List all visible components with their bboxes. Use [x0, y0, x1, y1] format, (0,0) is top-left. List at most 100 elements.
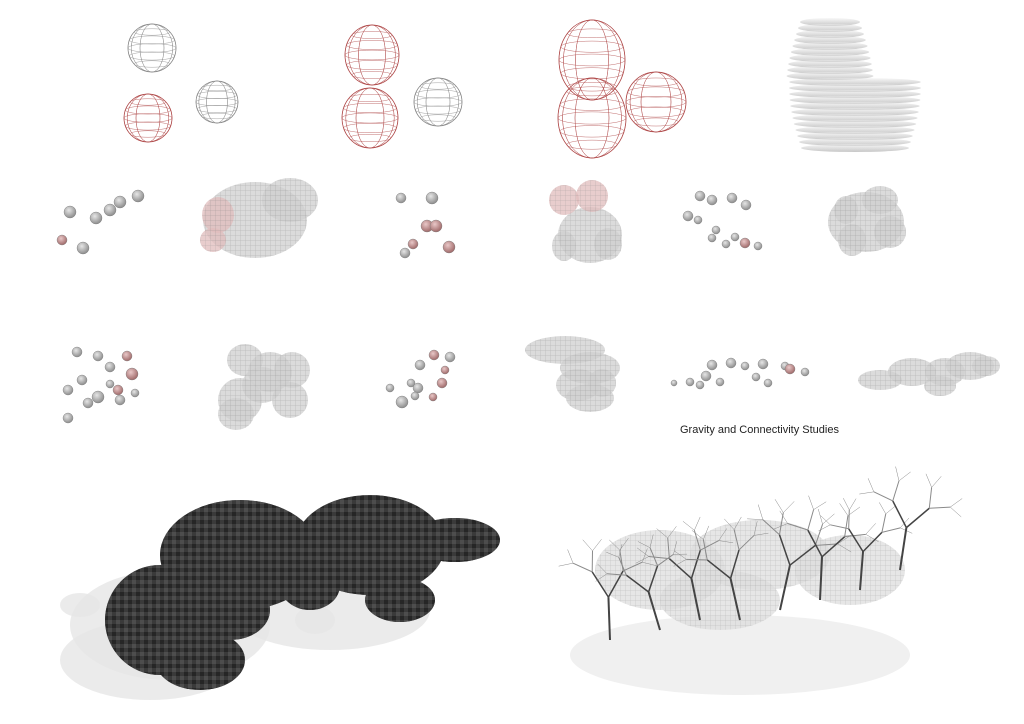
- contour-slice: [789, 90, 921, 98]
- branch-segment: [706, 559, 732, 580]
- point-sphere: [726, 192, 738, 204]
- branch-segment: [819, 556, 824, 601]
- blob-study-1: [200, 178, 318, 258]
- branch-segment: [647, 565, 659, 593]
- branch-segment: [929, 506, 951, 509]
- branch-segment: [867, 478, 875, 492]
- point-sphere: [706, 359, 718, 371]
- point-sphere: [757, 358, 769, 370]
- branch-segment: [905, 507, 930, 529]
- point-sphere: [694, 190, 706, 202]
- branch-segment: [950, 498, 963, 508]
- point-sphere: [763, 378, 773, 388]
- branch-segment: [649, 534, 654, 548]
- wire-sphere: [127, 23, 177, 73]
- blob-study-6: [858, 352, 1000, 396]
- branch-segment: [822, 513, 835, 525]
- branching-structure-render: [558, 466, 963, 695]
- point-sphere: [700, 370, 712, 382]
- contour-slice: [789, 84, 921, 92]
- branch-segment: [862, 531, 883, 553]
- sliced-contour-blob: [786, 18, 921, 152]
- point-sphere: [91, 390, 105, 404]
- branch-segment: [636, 547, 649, 557]
- branch-segment: [724, 518, 735, 530]
- scatter-study-5: [385, 349, 456, 409]
- branch-segment: [690, 549, 702, 579]
- branch-segment: [928, 487, 933, 509]
- branch-segment: [747, 518, 763, 520]
- point-sphere: [121, 350, 133, 362]
- wire-sphere: [625, 71, 687, 133]
- branch-segment: [779, 510, 788, 524]
- branch-segment: [892, 480, 900, 502]
- point-sphere: [784, 363, 796, 375]
- contour-slice: [786, 72, 874, 80]
- point-sphere: [739, 237, 751, 249]
- branch-segment: [820, 515, 831, 525]
- branch-segment: [898, 471, 911, 482]
- point-sphere: [751, 372, 761, 382]
- branch-segment: [859, 491, 874, 495]
- branch-segment: [844, 515, 849, 537]
- point-sphere: [399, 247, 411, 259]
- dark-mesh-render: [60, 495, 500, 700]
- branch-segment: [686, 558, 708, 561]
- branch-segment: [881, 513, 887, 533]
- branch-segment: [848, 509, 850, 529]
- blob-study-5: [525, 336, 620, 412]
- branch-segment: [778, 534, 791, 566]
- point-sphere: [428, 349, 440, 361]
- merged-blob-wireframe: [557, 19, 687, 159]
- branch-segment: [618, 544, 623, 558]
- point-sphere: [800, 367, 810, 377]
- contour-slice: [793, 120, 917, 128]
- contour-slice: [788, 60, 872, 68]
- point-sphere: [428, 392, 438, 402]
- branch-segment: [881, 527, 901, 533]
- branch-segment: [648, 556, 670, 560]
- branch-segment: [818, 508, 823, 525]
- point-sphere: [412, 382, 424, 394]
- branch-segment: [690, 578, 701, 621]
- branch-segment: [657, 553, 674, 567]
- point-sphere: [104, 361, 116, 373]
- point-sphere: [753, 241, 763, 251]
- contour-slice: [794, 36, 866, 44]
- branch-segment: [892, 500, 908, 528]
- contour-slice: [792, 114, 918, 122]
- branch-segment: [693, 530, 701, 551]
- branch-segment: [642, 561, 657, 566]
- branch-segment: [591, 571, 610, 598]
- point-sphere: [406, 378, 416, 388]
- branch-segment: [815, 543, 838, 546]
- branch-segment: [609, 539, 621, 551]
- branch-segment: [606, 551, 619, 558]
- branch-segment: [572, 562, 593, 573]
- point-sphere: [707, 233, 717, 243]
- point-sphere: [715, 377, 725, 387]
- contour-slice: [787, 66, 873, 74]
- point-sphere: [670, 379, 678, 387]
- point-sphere: [410, 391, 420, 401]
- wire-sphere: [413, 77, 463, 127]
- branch-segment: [718, 540, 734, 544]
- branch-segment: [873, 491, 893, 502]
- branch-segment: [925, 473, 932, 488]
- branch-segment: [899, 527, 908, 571]
- branch-segment: [694, 516, 701, 531]
- branch-segment: [885, 505, 897, 515]
- branch-segment: [700, 540, 719, 551]
- branch-segment: [837, 535, 852, 545]
- branch-segment: [667, 526, 677, 539]
- point-sphere: [105, 379, 115, 389]
- point-sphere: [730, 232, 740, 242]
- branch-segment: [821, 536, 846, 558]
- scatter-study-3: [682, 190, 763, 251]
- branch-segment: [729, 578, 741, 621]
- branch-segment: [558, 562, 574, 567]
- point-sphere: [740, 361, 750, 371]
- branch-segment: [582, 539, 593, 552]
- branch-segment: [738, 535, 755, 551]
